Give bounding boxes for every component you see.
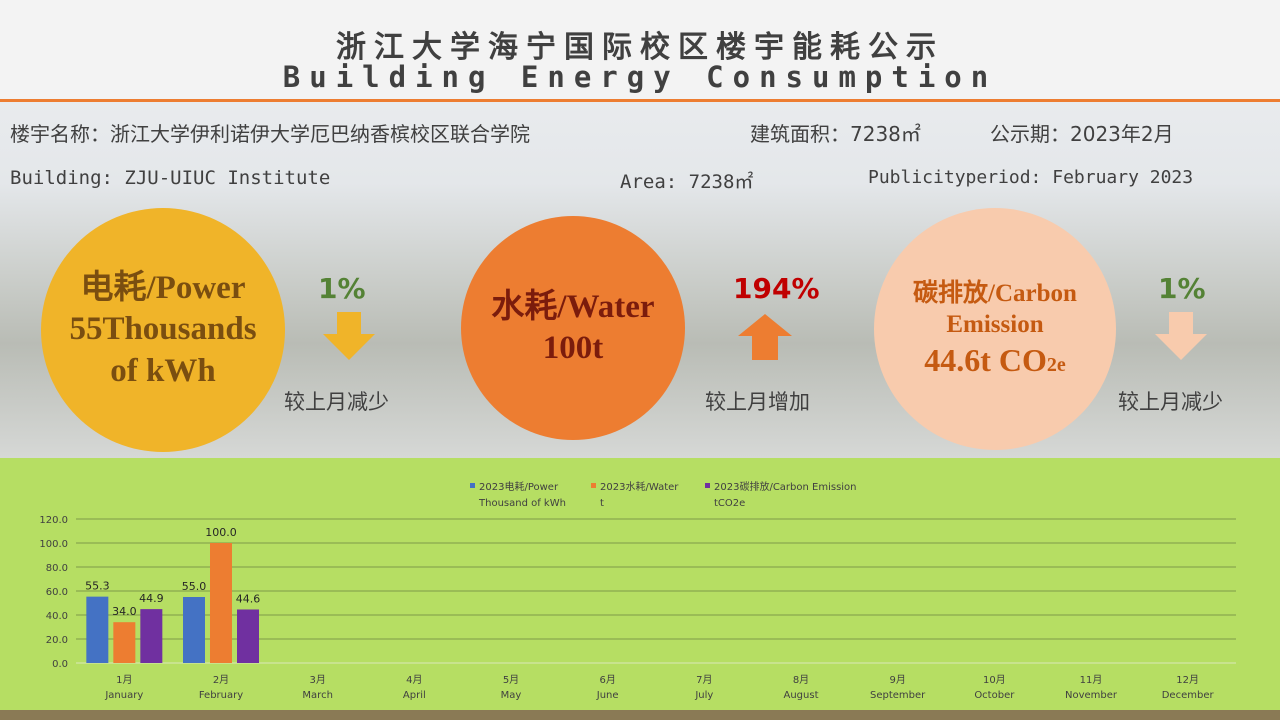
x-tick-label: 11月 <box>1080 674 1103 686</box>
x-tick-label: February <box>199 690 243 701</box>
power-circle: 电耗/Power 55Thousands of kWh <box>41 208 285 452</box>
x-tick-label: March <box>302 690 332 701</box>
carbon-change: 1% <box>1158 272 1206 305</box>
legend-swatch <box>470 483 475 488</box>
carbon-caption: 较上月减少 <box>1118 390 1223 414</box>
arrow-up-icon <box>738 314 792 360</box>
legend-swatch <box>591 483 596 488</box>
carbon-subscript: 2e <box>1046 354 1066 377</box>
x-tick-label: 8月 <box>793 674 809 686</box>
divider <box>0 99 1280 102</box>
data-label: 55.0 <box>182 580 207 593</box>
y-tick-label: 40.0 <box>46 611 68 622</box>
water-value: 100t <box>542 330 604 366</box>
y-tick-label: 100.0 <box>39 539 68 550</box>
period-en: Publicityperiod: February 2023 <box>868 167 1194 188</box>
arrow-down-icon <box>1155 312 1207 360</box>
carbon-label-2: Emission <box>946 311 1044 338</box>
bar <box>237 609 259 663</box>
building-name-en: Building: ZJU-UIUC Institute <box>10 167 331 189</box>
x-tick-label: August <box>784 690 819 701</box>
x-tick-label: 1月 <box>116 674 132 686</box>
water-circle: 水耗/Water 100t <box>461 216 685 440</box>
x-tick-label: 9月 <box>889 674 905 686</box>
power-change: 1% <box>318 272 366 305</box>
power-label: 电耗/Power <box>80 270 246 307</box>
data-label: 44.9 <box>139 592 164 605</box>
legend-swatch <box>705 483 710 488</box>
x-tick-label: January <box>104 690 143 701</box>
y-tick-label: 80.0 <box>46 563 68 574</box>
x-tick-label: November <box>1065 690 1118 701</box>
carbon-value: 44.6t CO <box>924 342 1047 379</box>
x-tick-label: 12月 <box>1176 674 1199 686</box>
power-value: 55Thousands <box>69 311 257 348</box>
legend-entry: 2023电耗/Power <box>479 480 559 493</box>
legend-entry: tCO2e <box>714 498 745 509</box>
x-tick-label: 3月 <box>309 674 325 686</box>
data-label: 100.0 <box>205 526 237 539</box>
title-bar: 浙江大学海宁国际校区楼宇能耗公示 Building Energy Consump… <box>0 0 1280 100</box>
bar <box>113 622 136 663</box>
power-unit: of kWh <box>110 352 216 389</box>
legend-entry: Thousand of kWh <box>478 498 566 509</box>
y-tick-label: 60.0 <box>46 587 68 598</box>
water-caption: 较上月增加 <box>705 390 810 414</box>
chart-panel: 0.0 20.0 40.0 60.0 80.0 100.0 120.0 1月 January 55… <box>0 458 1280 710</box>
x-tick-label: July <box>694 690 713 701</box>
water-change: 194% <box>733 272 820 305</box>
x-tick-label: 6月 <box>599 674 615 686</box>
period-cn: 公示期：2023年2月 <box>990 122 1174 146</box>
x-tick-label: 4月 <box>406 674 422 686</box>
x-tick-label: September <box>870 690 926 701</box>
y-tick-label: 120.0 <box>39 515 68 526</box>
x-tick-label: May <box>501 690 522 701</box>
y-tick-label: 20.0 <box>46 635 68 646</box>
area-cn: 建筑面积：7238㎡ <box>750 122 921 146</box>
data-label: 55.3 <box>85 580 110 593</box>
x-tick-label: October <box>974 690 1015 701</box>
area-en: Area: 7238㎡ <box>620 171 754 193</box>
legend-entry: 2023碳排放/Carbon Emission <box>714 480 857 493</box>
carbon-circle: 碳排放/Carbon Emission 44.6t CO2e <box>874 208 1116 450</box>
x-tick-label: 7月 <box>696 674 712 686</box>
footer-bar <box>0 710 1280 720</box>
power-caption: 较上月减少 <box>284 390 389 414</box>
carbon-label: 碳排放/Carbon <box>913 279 1077 307</box>
arrow-down-icon <box>323 312 375 360</box>
x-tick-label: April <box>403 690 426 701</box>
building-name-cn: 楼宇名称：浙江大学伊利诺伊大学厄巴纳香槟校区联合学院 <box>10 122 530 146</box>
bar <box>140 609 163 663</box>
x-tick-label: 5月 <box>503 674 519 686</box>
y-tick-label: 0.0 <box>52 659 68 670</box>
x-tick-label: 2月 <box>213 674 229 686</box>
water-label: 水耗/Water <box>491 288 655 325</box>
bar-chart: 0.0 20.0 40.0 60.0 80.0 100.0 120.0 1月 January 55… <box>39 480 1236 701</box>
x-tick-label: December <box>1162 690 1215 701</box>
legend-entry: 2023水耗/Water <box>600 481 679 493</box>
title-english: Building Energy Consumption <box>282 60 998 94</box>
x-tick-label: June <box>596 690 619 701</box>
bar <box>210 543 232 663</box>
bar <box>86 596 109 663</box>
data-label: 44.6 <box>236 592 261 605</box>
title-chinese: 浙江大学海宁国际校区楼宇能耗公示 <box>336 30 944 65</box>
x-tick-label: 10月 <box>983 674 1006 686</box>
legend-entry: t <box>600 498 604 509</box>
data-label: 34.0 <box>112 605 137 618</box>
bar <box>183 597 205 663</box>
